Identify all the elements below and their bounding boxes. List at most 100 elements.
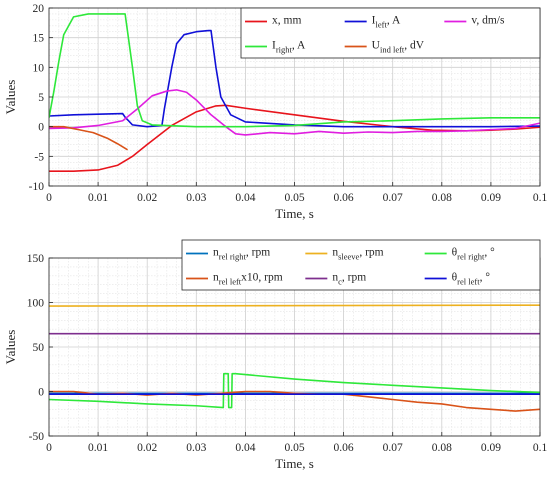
- top-series-group: [49, 13, 540, 172]
- legend-main-text: I: [272, 40, 276, 52]
- bottom-legend-label: θrel right, °: [452, 247, 495, 262]
- bottom-legend-item: θrel left, °: [424, 272, 491, 287]
- legend-main-text: n: [332, 272, 338, 284]
- legend-main-text: θ: [452, 272, 458, 284]
- bottom-series-group: [49, 304, 540, 412]
- bottom-minor-grid: [49, 258, 540, 436]
- bottom-legend-item: nrel right, rpm: [186, 247, 270, 262]
- bottom-x-tick-label: 0.04: [235, 442, 255, 454]
- top-x-tick-label: 0.04: [235, 192, 255, 204]
- legend-main-text: n: [213, 247, 219, 259]
- bottom-x-axis-label: Time, s: [275, 456, 314, 471]
- top-y-tick-label: 15: [33, 33, 45, 45]
- top-y-tick-label: 20: [33, 3, 45, 15]
- top-legend-label: Uind left, dV: [372, 40, 425, 55]
- legend-tail-text: , dV: [404, 40, 425, 52]
- bottom-x-tick-label: 0.09: [481, 442, 501, 454]
- bottom-x-tick-label: 0.05: [284, 442, 304, 454]
- legend-main-text: I: [372, 15, 376, 27]
- top-series-line-4: [49, 13, 540, 128]
- legend-subscript-text: sleeve: [338, 252, 359, 262]
- legend-subscript-text: c: [338, 277, 342, 287]
- top-legend-box: [240, 7, 541, 59]
- top-x-tick-label: 0.1: [533, 192, 548, 204]
- bottom-y-tick-label: 0: [38, 387, 44, 399]
- top-y-tick-label: 0: [38, 122, 44, 134]
- legend-tail-text: , rpm: [342, 272, 366, 284]
- top-legend-item: x, mm: [245, 15, 301, 27]
- bottom-legend: nrel right, rpm nsleeve, rpm θrel right, °…: [181, 239, 541, 291]
- top-y-tick-label: 10: [33, 62, 45, 74]
- top-legend-item: Iright, A: [245, 40, 306, 55]
- bottom-x-tick-label: 0.01: [88, 442, 108, 454]
- legend-main-text: v, dm/s: [471, 15, 505, 27]
- top-x-tick-label: 0.05: [284, 192, 304, 204]
- top-series-line-2: [49, 29, 540, 128]
- legend-tail-text: x10, rpm: [241, 272, 283, 284]
- legend-tail-text: , A: [387, 15, 401, 27]
- legend-main-text: U: [372, 40, 381, 52]
- top-x-tick-label: 0.09: [481, 192, 501, 204]
- bottom-legend-label: nrel right, rpm: [213, 247, 270, 262]
- bottom-chart-panel: 0 0.01 0.02 0.03 0.04 0.05 0.06 0.07 0.08 0.09 0.1…: [3, 239, 548, 471]
- bottom-legend-label: θrel left, °: [452, 272, 491, 287]
- top-legend-label: Iright, A: [272, 40, 306, 55]
- bottom-legend-item: nsleeve, rpm: [305, 247, 384, 262]
- legend-subscript-text: rel left: [219, 277, 242, 287]
- top-chart-panel: 0 0.01 0.02 0.03 0.04 0.05 0.06 0.07 0.08 0.09 0.1…: [3, 3, 547, 221]
- top-x-tick-label: 0: [46, 192, 52, 204]
- top-y-tick-label: 5: [38, 92, 44, 104]
- top-x-tick-label: 0.08: [432, 192, 452, 204]
- bottom-series-line-3: [49, 372, 540, 409]
- bottom-x-tick-label: 0.1: [533, 442, 548, 454]
- bottom-y-tick-label: 50: [33, 342, 45, 354]
- bottom-x-tick-label: 0.06: [334, 442, 354, 454]
- legend-tail-text: , °: [480, 272, 491, 284]
- bottom-series-line-2: [49, 304, 540, 307]
- top-legend-label: x, mm: [272, 15, 301, 27]
- top-y-tick-label: -10: [29, 181, 45, 193]
- legend-subscript-text: right: [276, 45, 293, 55]
- bottom-legend-item: θrel right, °: [424, 247, 495, 262]
- bottom-x-tick-label: 0.08: [432, 442, 452, 454]
- top-y-axis-label: Values: [3, 80, 18, 115]
- legend-tail-text: , rpm: [359, 247, 383, 259]
- top-x-tick-label: 0.07: [383, 192, 403, 204]
- legend-main-text: n: [213, 272, 219, 284]
- legend-tail-text: , rpm: [246, 247, 270, 259]
- top-series-line-5: [49, 125, 128, 151]
- top-legend-item: Uind left, dV: [344, 40, 425, 55]
- top-legend-item: v, dm/s: [444, 15, 505, 27]
- bottom-legend-item: nc, rpm: [305, 272, 366, 287]
- legend-main-text: θ: [452, 247, 458, 259]
- legend-subscript-text: rel left: [457, 277, 480, 287]
- bottom-y-axis-label: Values: [3, 330, 18, 365]
- top-y-tick-label: -5: [34, 151, 44, 163]
- legend-subscript-text: rel right: [457, 252, 485, 262]
- bottom-y-tick-label: 100: [27, 298, 45, 310]
- top-legend-label: Ileft, A: [372, 15, 401, 30]
- bottom-y-tick-label: -50: [29, 431, 45, 443]
- top-legend-label: v, dm/s: [471, 15, 505, 27]
- bottom-legend-label: nrel leftx10, rpm: [213, 272, 283, 287]
- top-x-tick-label: 0.02: [137, 192, 157, 204]
- legend-subscript-text: rel right: [219, 252, 247, 262]
- bottom-legend-label: nsleeve, rpm: [332, 247, 383, 262]
- legend-main-text: x, mm: [272, 15, 301, 27]
- top-x-tick-label: 0.01: [88, 192, 108, 204]
- legend-subscript-text: left: [376, 20, 388, 30]
- legend-subscript-text: ind left: [380, 45, 405, 55]
- bottom-x-tick-label: 0.07: [383, 442, 403, 454]
- legend-tail-text: , A: [292, 40, 306, 52]
- top-x-axis-label: Time, s: [275, 206, 314, 221]
- bottom-legend-item: nrel leftx10, rpm: [186, 272, 283, 287]
- top-x-tick-label: 0.03: [186, 192, 206, 204]
- bottom-y-tick-label: 150: [27, 253, 45, 265]
- bottom-x-tick-label: 0.02: [137, 442, 157, 454]
- bottom-x-tick-label: 0: [46, 442, 52, 454]
- bottom-legend-box: [181, 239, 541, 291]
- bottom-x-tick-label: 0.03: [186, 442, 206, 454]
- legend-main-text: n: [332, 247, 338, 259]
